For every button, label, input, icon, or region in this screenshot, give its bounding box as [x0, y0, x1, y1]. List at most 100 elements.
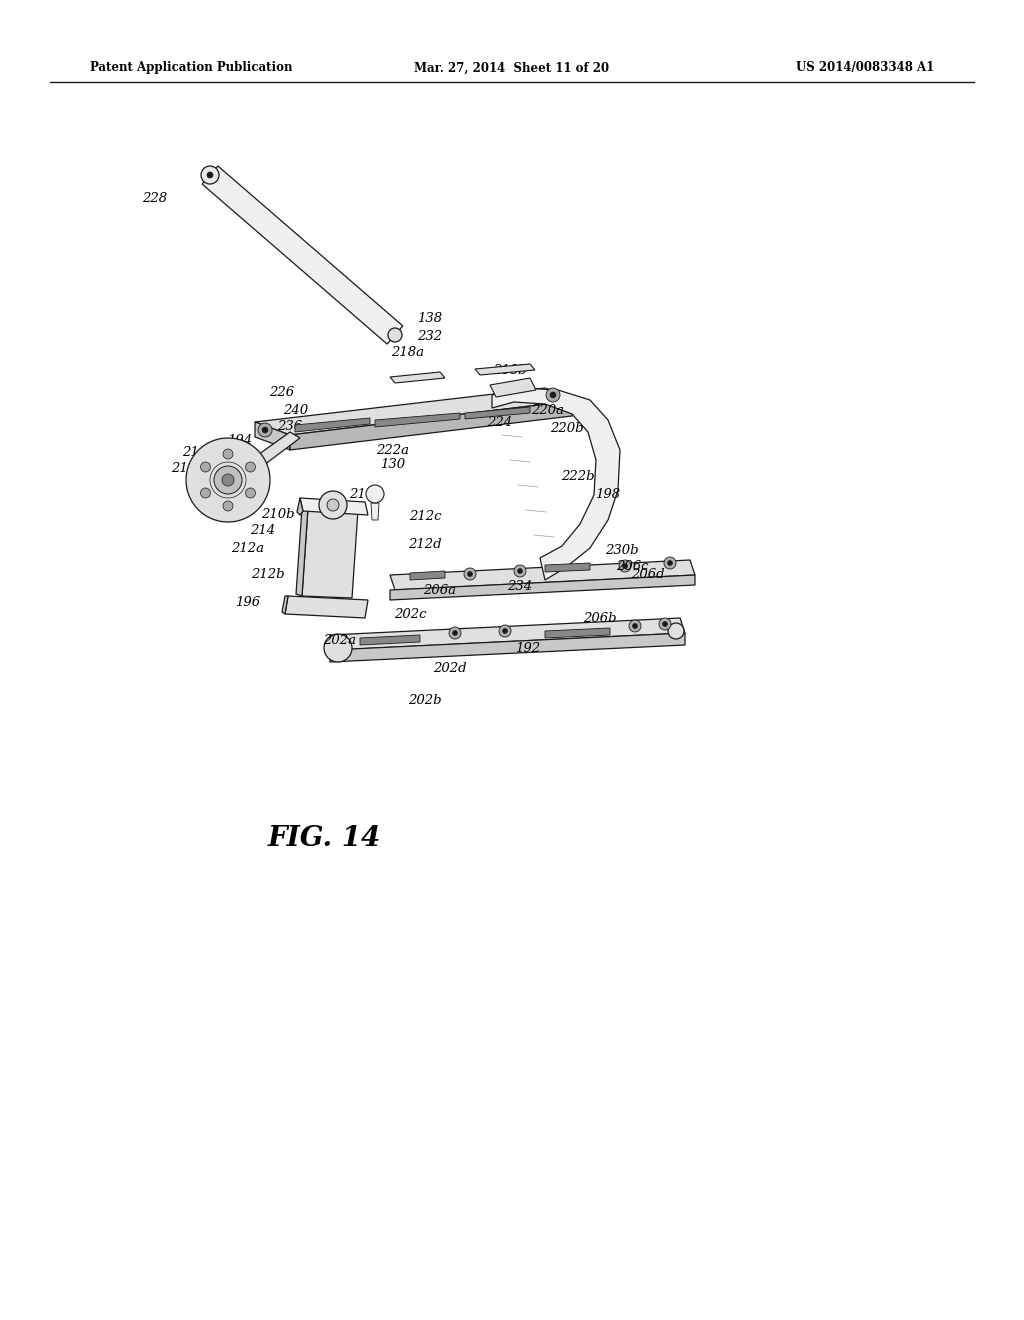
Polygon shape — [255, 388, 580, 436]
Polygon shape — [465, 407, 530, 418]
Polygon shape — [255, 422, 290, 450]
Circle shape — [246, 488, 256, 498]
Text: 222b: 222b — [561, 470, 595, 483]
Circle shape — [499, 624, 511, 638]
Text: 236: 236 — [278, 421, 302, 433]
Circle shape — [388, 327, 402, 342]
Text: 194: 194 — [227, 433, 253, 446]
Circle shape — [223, 502, 233, 511]
Circle shape — [633, 623, 638, 628]
Polygon shape — [545, 564, 590, 572]
Text: 230b: 230b — [605, 544, 639, 557]
Polygon shape — [360, 635, 420, 645]
Text: US 2014/0083348 A1: US 2014/0083348 A1 — [796, 62, 934, 74]
Text: Mar. 27, 2014  Sheet 11 of 20: Mar. 27, 2014 Sheet 11 of 20 — [415, 62, 609, 74]
Text: 210d: 210d — [349, 487, 383, 500]
Circle shape — [319, 491, 347, 519]
Circle shape — [201, 166, 219, 183]
Circle shape — [453, 631, 458, 635]
Circle shape — [366, 484, 384, 503]
Circle shape — [214, 466, 242, 494]
Circle shape — [623, 564, 628, 569]
Polygon shape — [371, 503, 379, 520]
Polygon shape — [475, 364, 535, 375]
Text: 220b: 220b — [550, 421, 584, 434]
Text: FIG. 14: FIG. 14 — [268, 825, 381, 851]
Text: 210b: 210b — [261, 508, 295, 521]
Circle shape — [207, 172, 213, 178]
Polygon shape — [330, 618, 685, 649]
Polygon shape — [282, 597, 288, 614]
Circle shape — [664, 557, 676, 569]
Text: 210a: 210a — [171, 462, 205, 474]
Text: 212a: 212a — [231, 541, 264, 554]
Circle shape — [546, 388, 560, 403]
Text: Patent Application Publication: Patent Application Publication — [90, 62, 293, 74]
Polygon shape — [295, 418, 370, 432]
Text: 138: 138 — [418, 312, 442, 325]
Polygon shape — [300, 498, 368, 515]
Circle shape — [222, 474, 234, 486]
Text: 130: 130 — [381, 458, 406, 471]
Circle shape — [258, 422, 272, 437]
Text: 202c: 202c — [394, 609, 426, 622]
Circle shape — [186, 438, 270, 521]
Polygon shape — [285, 597, 368, 618]
Circle shape — [246, 462, 256, 473]
Circle shape — [201, 488, 211, 498]
Circle shape — [223, 449, 233, 459]
Circle shape — [324, 634, 352, 663]
Text: 212b: 212b — [251, 569, 285, 582]
Polygon shape — [490, 378, 536, 397]
Circle shape — [327, 499, 339, 511]
Text: 212c: 212c — [409, 511, 441, 524]
Text: 206a: 206a — [424, 583, 457, 597]
Circle shape — [262, 426, 268, 433]
Text: 210c: 210c — [181, 446, 214, 458]
Polygon shape — [297, 498, 303, 515]
Circle shape — [618, 560, 631, 572]
Circle shape — [663, 622, 668, 627]
Circle shape — [668, 561, 673, 565]
Text: 218a: 218a — [391, 346, 425, 359]
Text: 216: 216 — [196, 487, 220, 499]
Circle shape — [629, 620, 641, 632]
Polygon shape — [296, 508, 308, 597]
Circle shape — [517, 569, 522, 573]
Circle shape — [659, 618, 671, 630]
Text: 240: 240 — [284, 404, 308, 417]
Polygon shape — [302, 508, 358, 598]
Text: 222a: 222a — [377, 444, 410, 457]
Circle shape — [449, 627, 461, 639]
Polygon shape — [390, 576, 695, 601]
Circle shape — [201, 462, 211, 473]
Text: 206b: 206b — [584, 611, 616, 624]
Text: 202b: 202b — [409, 693, 441, 706]
Polygon shape — [390, 372, 445, 383]
Polygon shape — [248, 432, 300, 469]
Circle shape — [514, 565, 526, 577]
Text: 214: 214 — [251, 524, 275, 536]
Circle shape — [468, 572, 472, 577]
Polygon shape — [290, 400, 580, 450]
Polygon shape — [390, 560, 695, 590]
Text: 212d: 212d — [409, 539, 441, 552]
Text: 202a: 202a — [324, 634, 356, 647]
Polygon shape — [410, 572, 445, 579]
Circle shape — [550, 392, 556, 399]
Polygon shape — [330, 634, 685, 663]
Text: 220a: 220a — [531, 404, 564, 417]
Text: 234: 234 — [508, 581, 532, 594]
Text: 218b: 218b — [494, 363, 526, 376]
Text: 206c: 206c — [615, 561, 648, 573]
Text: 228: 228 — [142, 191, 168, 205]
Polygon shape — [545, 628, 610, 638]
Circle shape — [668, 623, 684, 639]
Text: 232: 232 — [418, 330, 442, 342]
Circle shape — [503, 628, 508, 634]
Polygon shape — [202, 166, 402, 345]
Text: 202d: 202d — [433, 661, 467, 675]
Text: 206d: 206d — [631, 569, 665, 582]
Text: 192: 192 — [515, 642, 541, 655]
Circle shape — [464, 568, 476, 579]
